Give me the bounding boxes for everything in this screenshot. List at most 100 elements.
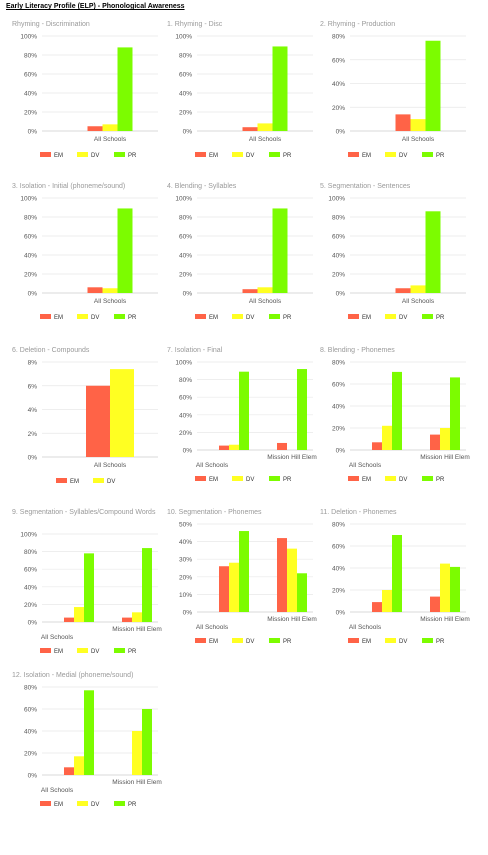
chart-panel: 1. Rhyming - Disc 0% 20% 40% 60% 80% 100% All S… xyxy=(167,20,317,172)
legend-label: DV xyxy=(246,315,254,321)
chart-svg: 0% 20% 40% 60% 80% All Schools EM DV PR xyxy=(332,34,466,159)
legend-swatch-pr xyxy=(114,314,125,319)
bar-dv xyxy=(287,548,297,612)
legend-swatch-dv xyxy=(385,638,396,643)
legend-label: PR xyxy=(436,153,445,159)
y-tick-label: 100% xyxy=(328,196,345,203)
y-tick-label: 20% xyxy=(24,272,37,279)
bar-dv xyxy=(257,123,273,131)
bar-pr xyxy=(450,377,460,450)
bar-em xyxy=(242,127,258,131)
legend-label: EM xyxy=(362,315,371,321)
bar-em xyxy=(430,434,440,450)
legend-swatch-dv xyxy=(385,314,396,319)
bar-em xyxy=(372,442,382,450)
legend-label: PR xyxy=(436,315,445,321)
bar-em xyxy=(87,287,103,293)
chart-title: 6. Deletion - Compounds xyxy=(12,347,90,354)
y-tick-label: 20% xyxy=(332,272,345,279)
legend-swatch-dv xyxy=(93,478,104,483)
chart-svg: 0% 10% 20% 30% 40% 50% All Schools Mission Hill… xyxy=(179,522,317,646)
bar-dv xyxy=(410,119,426,131)
y-tick-label: 0% xyxy=(183,610,193,617)
legend-swatch-pr xyxy=(269,152,280,157)
legend-label: EM xyxy=(70,479,79,485)
y-tick-label: 20% xyxy=(24,110,37,117)
y-tick-label: 0% xyxy=(336,129,346,136)
y-tick-label: 80% xyxy=(179,215,192,222)
legend-label: EM xyxy=(54,802,63,808)
chart-svg: 0% 20% 40% 60% 80% 100% All Schools EM DV PR xyxy=(328,196,466,321)
legend-label: DV xyxy=(91,802,99,808)
bar-pr xyxy=(297,573,307,612)
legend-swatch-em xyxy=(40,314,51,319)
y-tick-label: 60% xyxy=(179,234,192,241)
y-tick-label: 6% xyxy=(28,383,38,390)
legend-swatch-pr xyxy=(269,476,280,481)
bar-pr xyxy=(297,369,307,450)
y-tick-label: 20% xyxy=(179,430,192,437)
y-tick-label: 60% xyxy=(24,234,37,241)
x-tick-label: All Schools xyxy=(94,298,127,305)
legend-swatch-em xyxy=(195,638,206,643)
y-tick-label: 80% xyxy=(332,360,345,367)
chart-panel: 5. Segmentation - Sentences 0% 20% 40% 60% 80… xyxy=(320,182,470,334)
bar-em xyxy=(86,385,110,457)
legend-swatch-em xyxy=(348,476,359,481)
bar-em xyxy=(395,288,411,293)
y-tick-label: 60% xyxy=(332,57,345,64)
x-tick-label: Mission Hill Elem xyxy=(112,779,161,786)
legend-label: DV xyxy=(399,639,407,645)
x-tick-label: All Schools xyxy=(41,634,74,641)
legend-swatch-pr xyxy=(422,476,433,481)
bar-dv xyxy=(102,124,118,131)
x-tick-label: All Schools xyxy=(196,462,229,469)
chart-title: 8. Blending - Phonemes xyxy=(320,347,395,354)
chart-panel: 9. Segmentation - Syllables/Compound Wor… xyxy=(12,508,162,660)
bar-em xyxy=(87,126,103,131)
bar-em xyxy=(219,445,229,450)
chart-panel: 3. Isolation - Initial (phoneme/sound) 0%… xyxy=(12,182,162,334)
bar-pr xyxy=(425,40,441,131)
y-tick-label: 40% xyxy=(179,412,192,419)
y-tick-label: 20% xyxy=(332,426,345,433)
legend-swatch-em xyxy=(195,314,206,319)
legend-swatch-em xyxy=(195,476,206,481)
bar-pr xyxy=(272,46,288,132)
chart-svg: 0% 20% 40% 60% 80% All Schools Mission Hill El… xyxy=(332,360,470,484)
y-tick-label: 20% xyxy=(179,272,192,279)
bar-dv xyxy=(382,590,392,612)
bar-pr xyxy=(142,709,152,775)
legend-swatch-pr xyxy=(422,314,433,319)
x-tick-label: Mission Hill Elem xyxy=(267,454,316,461)
y-tick-label: 60% xyxy=(179,395,192,402)
chart-svg: 0% 20% 40% 60% 80% 100% All Schools EM DV PR xyxy=(20,196,158,321)
legend-swatch-em xyxy=(56,478,67,483)
chart-title: 3. Isolation - Initial (phoneme/sound) xyxy=(12,183,126,190)
legend-swatch-dv xyxy=(385,476,396,481)
y-tick-label: 100% xyxy=(20,34,37,41)
legend-swatch-em xyxy=(348,152,359,157)
x-tick-label: Mission Hill Elem xyxy=(112,626,161,633)
legend-label: PR xyxy=(128,802,137,808)
bar-dv xyxy=(382,425,392,450)
bar-dv xyxy=(229,444,239,450)
y-tick-label: 80% xyxy=(332,34,345,41)
legend-label: EM xyxy=(209,639,218,645)
y-tick-label: 4% xyxy=(28,407,38,414)
bar-pr xyxy=(84,690,94,775)
y-tick-label: 8% xyxy=(28,360,38,367)
x-tick-label: All Schools xyxy=(349,462,382,469)
chart-panel: 7. Isolation - Final 0% 20% 40% 60% 80% 100% Al… xyxy=(167,346,317,498)
bar-em xyxy=(64,767,74,775)
y-tick-label: 60% xyxy=(332,234,345,241)
legend-label: PR xyxy=(283,315,292,321)
x-tick-label: Mission Hill Elem xyxy=(420,616,469,623)
x-tick-label: All Schools xyxy=(349,624,382,631)
y-tick-label: 60% xyxy=(332,544,345,551)
chart-panel: 12. Isolation - Medial (phoneme/sound) 0%… xyxy=(12,671,162,823)
chart-title: Rhyming - Discrimination xyxy=(12,21,90,28)
x-tick-label: Mission Hill Elem xyxy=(267,616,316,623)
y-tick-label: 80% xyxy=(179,53,192,60)
bar-pr xyxy=(142,548,152,622)
